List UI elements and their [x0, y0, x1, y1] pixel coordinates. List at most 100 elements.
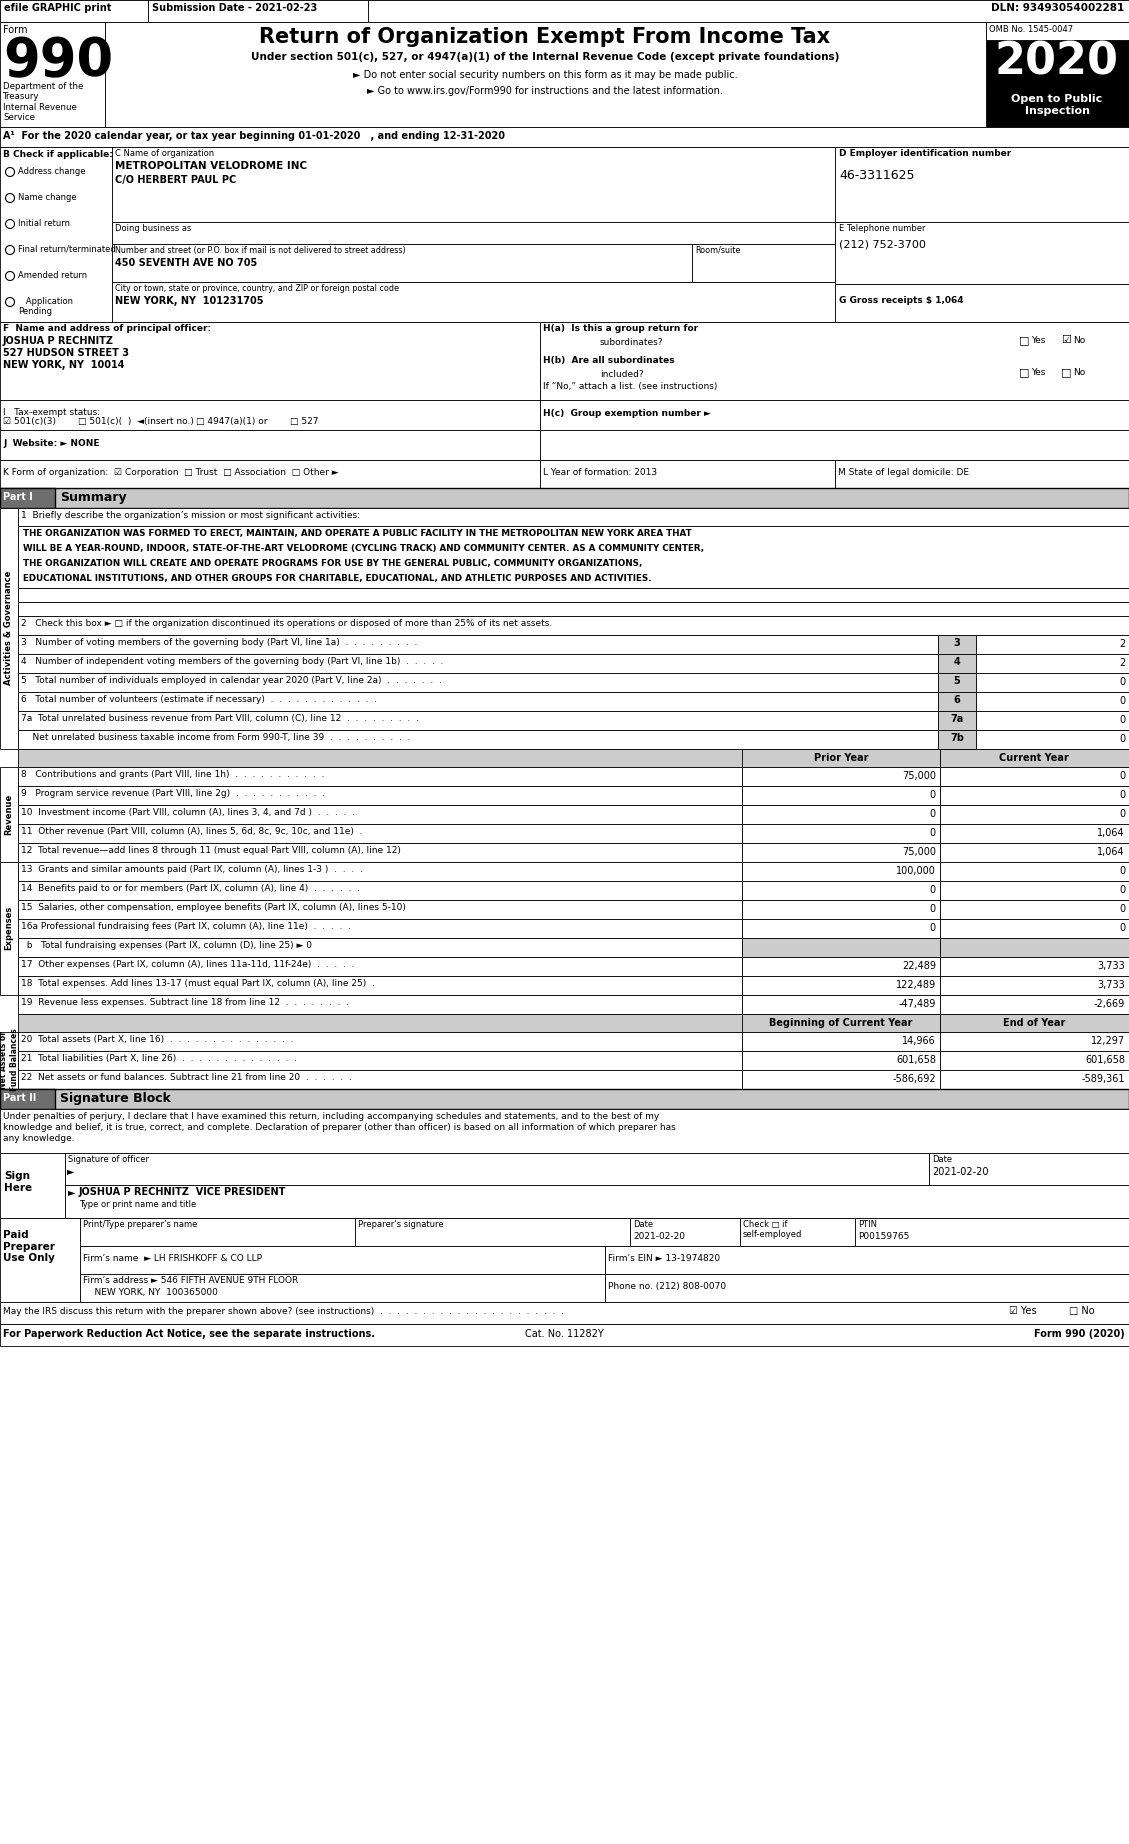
- Text: 6   Total number of volunteers (estimate if necessary)  .  .  .  .  .  .  .  .  : 6 Total number of volunteers (estimate i…: [21, 695, 377, 704]
- Text: ☑: ☑: [1061, 336, 1071, 345]
- Text: subordinates?: subordinates?: [599, 337, 664, 347]
- Text: End of Year: End of Year: [1003, 1018, 1065, 1027]
- Text: 0: 0: [930, 924, 936, 933]
- Bar: [855, 1219, 1129, 1247]
- Text: PTIN: PTIN: [858, 1221, 877, 1228]
- Text: 0: 0: [1119, 715, 1124, 725]
- Bar: [742, 975, 940, 996]
- Text: ►: ►: [67, 1165, 75, 1176]
- Text: NEW YORK, NY  100365000: NEW YORK, NY 100365000: [84, 1287, 218, 1296]
- Text: -47,489: -47,489: [899, 999, 936, 1009]
- Bar: [0, 459, 540, 489]
- Text: Date: Date: [633, 1221, 653, 1228]
- Bar: [0, 1219, 80, 1302]
- Text: H(b)  Are all subordinates: H(b) Are all subordinates: [543, 356, 675, 365]
- Bar: [18, 616, 1129, 634]
- Text: 0: 0: [930, 904, 936, 915]
- Bar: [739, 1219, 855, 1247]
- Text: NEW YORK, NY  101231705: NEW YORK, NY 101231705: [115, 297, 263, 306]
- Text: Number and street (or P.O. box if mail is not delivered to street address): Number and street (or P.O. box if mail i…: [115, 245, 405, 254]
- Text: 5   Total number of individuals employed in calendar year 2020 (Part V, line 2a): 5 Total number of individuals employed i…: [21, 677, 441, 684]
- Bar: [940, 900, 1129, 918]
- Bar: [18, 712, 938, 730]
- Bar: [0, 489, 1129, 507]
- Text: 0: 0: [1119, 924, 1124, 933]
- Text: B Check if applicable:: B Check if applicable:: [3, 149, 113, 159]
- Text: □ 4947(a)(1) or: □ 4947(a)(1) or: [196, 417, 268, 426]
- Bar: [18, 861, 742, 881]
- Bar: [986, 41, 1129, 92]
- Text: Name change: Name change: [18, 194, 77, 203]
- Text: 0: 0: [930, 828, 936, 837]
- Bar: [742, 1014, 940, 1033]
- Text: 20  Total assets (Part X, line 16)  .  .  .  .  .  .  .  .  .  .  .  .  .  .  .: 20 Total assets (Part X, line 16) . . . …: [21, 1034, 294, 1044]
- Text: F  Name and address of principal officer:: F Name and address of principal officer:: [3, 325, 211, 334]
- Bar: [986, 22, 1129, 127]
- Text: □: □: [1019, 336, 1030, 345]
- Text: 0: 0: [1119, 810, 1124, 819]
- Bar: [540, 400, 1129, 430]
- Text: included?: included?: [599, 371, 644, 380]
- Bar: [940, 786, 1129, 806]
- Text: □ 501(c)(  )  ◄(insert no.): □ 501(c)( ) ◄(insert no.): [78, 417, 194, 426]
- Text: Firm’s EIN ► 13-1974820: Firm’s EIN ► 13-1974820: [609, 1254, 720, 1263]
- Bar: [18, 730, 938, 749]
- Text: Print/Type preparer’s name: Print/Type preparer’s name: [84, 1221, 198, 1228]
- Text: 0: 0: [1119, 695, 1124, 706]
- Text: Return of Organization Exempt From Income Tax: Return of Organization Exempt From Incom…: [260, 28, 831, 46]
- Text: Part I: Part I: [3, 492, 33, 502]
- Text: Check □ if
self-employed: Check □ if self-employed: [743, 1221, 803, 1239]
- Text: Submission Date - 2021-02-23: Submission Date - 2021-02-23: [152, 4, 317, 13]
- Bar: [112, 282, 835, 323]
- Text: ►: ►: [68, 1188, 76, 1197]
- Bar: [940, 881, 1129, 900]
- Text: WILL BE A YEAR-ROUND, INDOOR, STATE-OF-THE-ART VELODROME (CYCLING TRACK) AND COM: WILL BE A YEAR-ROUND, INDOOR, STATE-OF-T…: [23, 544, 704, 553]
- Bar: [940, 975, 1129, 996]
- Bar: [18, 786, 742, 806]
- Bar: [940, 1033, 1129, 1051]
- Bar: [540, 430, 1129, 459]
- Bar: [0, 400, 540, 430]
- Text: 19  Revenue less expenses. Subtract line 18 from line 12  .  .  .  .  .  .  .  .: 19 Revenue less expenses. Subtract line …: [21, 998, 349, 1007]
- Text: 0: 0: [1119, 771, 1124, 782]
- Text: Firm’s address ► 546 FIFTH AVENUE 9TH FLOOR: Firm’s address ► 546 FIFTH AVENUE 9TH FL…: [84, 1276, 298, 1285]
- Text: Activities & Governance: Activities & Governance: [5, 572, 14, 686]
- Text: For Paperwork Reduction Act Notice, see the separate instructions.: For Paperwork Reduction Act Notice, see …: [3, 1330, 375, 1339]
- Text: Expenses: Expenses: [5, 905, 14, 950]
- Text: Under section 501(c), 527, or 4947(a)(1) of the Internal Revenue Code (except pr: Under section 501(c), 527, or 4947(a)(1)…: [251, 52, 839, 63]
- Text: Address change: Address change: [18, 168, 86, 175]
- Text: 0: 0: [1119, 789, 1124, 800]
- Text: 0: 0: [1119, 867, 1124, 876]
- Bar: [940, 824, 1129, 843]
- Text: C/O HERBERT PAUL PC: C/O HERBERT PAUL PC: [115, 175, 236, 184]
- Text: Type or print name and title: Type or print name and title: [79, 1200, 196, 1210]
- Text: METROPOLITAN VELODROME INC: METROPOLITAN VELODROME INC: [115, 160, 307, 171]
- Text: 0: 0: [1119, 734, 1124, 743]
- Text: 0: 0: [930, 885, 936, 894]
- Text: 7b: 7b: [951, 734, 964, 743]
- Text: Current Year: Current Year: [999, 752, 1069, 763]
- Bar: [986, 92, 1129, 127]
- Bar: [742, 900, 940, 918]
- Bar: [18, 673, 938, 692]
- Bar: [355, 1219, 630, 1247]
- Text: JOSHUA P RECHNITZ  VICE PRESIDENT: JOSHUA P RECHNITZ VICE PRESIDENT: [79, 1188, 287, 1197]
- Bar: [940, 939, 1129, 957]
- Bar: [0, 1090, 1129, 1108]
- Text: ► Go to www.irs.gov/Form990 for instructions and the latest information.: ► Go to www.irs.gov/Form990 for instruct…: [367, 87, 723, 96]
- Text: 1,064: 1,064: [1097, 846, 1124, 857]
- Text: 18  Total expenses. Add lines 13-17 (must equal Part IX, column (A), line 25)  .: 18 Total expenses. Add lines 13-17 (must…: [21, 979, 375, 988]
- Text: 3   Number of voting members of the governing body (Part VI, line 1a)  .  .  .  : 3 Number of voting members of the govern…: [21, 638, 418, 647]
- Bar: [742, 881, 940, 900]
- Text: Signature Block: Signature Block: [60, 1092, 170, 1105]
- Text: 22  Net assets or fund balances. Subtract line 21 from line 20  .  .  .  .  .  .: 22 Net assets or fund balances. Subtract…: [21, 1073, 352, 1082]
- Bar: [80, 1274, 605, 1302]
- Bar: [742, 843, 940, 861]
- Text: 2   Check this box ► □ if the organization discontinued its operations or dispos: 2 Check this box ► □ if the organization…: [21, 620, 552, 629]
- Bar: [0, 489, 55, 507]
- Text: Room/suite: Room/suite: [695, 245, 741, 254]
- Bar: [975, 712, 1129, 730]
- Text: 2021-02-20: 2021-02-20: [633, 1232, 685, 1241]
- Text: 13  Grants and similar amounts paid (Part IX, column (A), lines 1-3 )  .  .  .  : 13 Grants and similar amounts paid (Part…: [21, 865, 362, 874]
- Text: 12,297: 12,297: [1091, 1036, 1124, 1046]
